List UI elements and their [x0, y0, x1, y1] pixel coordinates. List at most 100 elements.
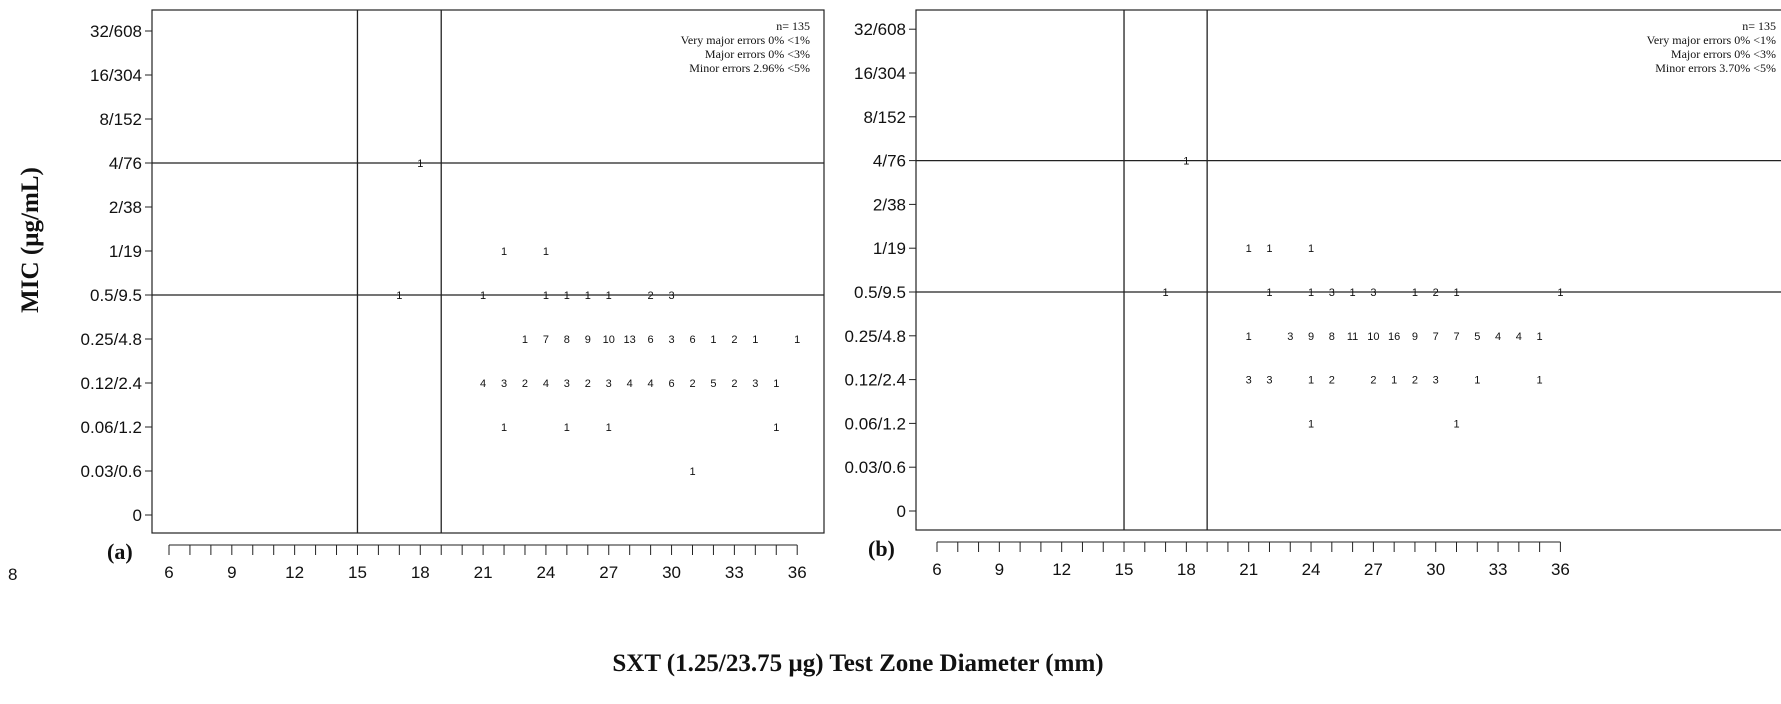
count-point: 1 — [710, 334, 716, 346]
error-stat-line: Major errors 0% <3% — [705, 47, 810, 61]
count-point: 1 — [543, 290, 549, 302]
y-tick-label: 2/38 — [873, 195, 906, 214]
count-point: 1 — [1537, 331, 1543, 343]
count-point: 4 — [543, 378, 549, 390]
x-tick-label: 36 — [1551, 560, 1570, 579]
count-point: 1 — [1308, 375, 1314, 387]
count-point: 13 — [624, 334, 636, 346]
x-tick-label: 33 — [1489, 560, 1508, 579]
count-point: 1 — [1246, 243, 1252, 255]
count-point: 4 — [627, 378, 633, 390]
y-tick-label: 1/19 — [873, 239, 906, 258]
count-point: 2 — [731, 378, 737, 390]
count-point: 1 — [1350, 287, 1356, 299]
count-point: 3 — [1329, 287, 1335, 299]
y-tick-label: 4/76 — [873, 152, 906, 171]
plot-frame — [915, 9, 1781, 531]
count-point: 1 — [480, 290, 486, 302]
count-point: 1 — [1308, 418, 1314, 430]
x-tick-label: 18 — [1177, 560, 1196, 579]
page-marker: 8 — [8, 565, 17, 584]
y-tick-label: 4/76 — [109, 154, 142, 173]
y-tick-label: 16/304 — [90, 66, 142, 85]
count-point: 3 — [606, 378, 612, 390]
y-axis-label: MIC (µg/mL) — [17, 167, 44, 313]
count-point: 1 — [1308, 243, 1314, 255]
count-point: 1 — [1474, 375, 1480, 387]
count-point: 3 — [668, 334, 674, 346]
x-tick-label: 12 — [285, 563, 304, 582]
count-point: 3 — [1433, 375, 1439, 387]
count-point: 1 — [1391, 375, 1397, 387]
count-point: 10 — [603, 334, 615, 346]
count-point: 1 — [606, 422, 612, 434]
count-point: 2 — [1370, 375, 1376, 387]
y-tick-label: 1/19 — [109, 242, 142, 261]
panel-label: (a) — [107, 539, 133, 564]
count-point: 2 — [585, 378, 591, 390]
count-point: 3 — [1287, 331, 1293, 343]
count-point: 1 — [543, 246, 549, 258]
count-point: 4 — [648, 378, 654, 390]
count-point: 11 — [1347, 331, 1358, 343]
count-point: 2 — [1433, 287, 1439, 299]
y-tick-label: 0.03/0.6 — [81, 462, 142, 481]
x-tick-label: 27 — [1364, 560, 1383, 579]
count-point: 4 — [1495, 331, 1501, 343]
error-stat-line: Minor errors 3.70% <5% — [1655, 61, 1776, 75]
count-point: 1 — [417, 158, 423, 170]
count-point: 2 — [1329, 375, 1335, 387]
count-point: 1 — [752, 334, 758, 346]
panel-b: 0 0.03/0.6 0.06/1.2 0.12/2.4 0.25/4.8 0.5/9.5… — [845, 9, 1781, 579]
count-point: 3 — [668, 290, 674, 302]
count-point: 6 — [648, 334, 654, 346]
count-point: 1 — [396, 290, 402, 302]
panel-a: 0 0.03/0.6 0.06/1.2 0.12/2.4 0.25/4.8 0.5/9.5… — [81, 9, 825, 582]
count-point: 5 — [1474, 331, 1480, 343]
count-point: 1 — [1183, 156, 1189, 168]
count-point: 2 — [648, 290, 654, 302]
count-point: 7 — [1433, 331, 1439, 343]
count-point: 9 — [1412, 331, 1418, 343]
count-point: 1 — [1412, 287, 1418, 299]
x-tick-label: 9 — [995, 560, 1004, 579]
x-tick-label: 9 — [227, 563, 236, 582]
count-point: 3 — [1246, 375, 1252, 387]
x-axis-label: SXT (1.25/23.75 µg) Test Zone Diameter (… — [612, 650, 1103, 677]
count-point: 6 — [668, 378, 674, 390]
count-point: 3 — [752, 378, 758, 390]
x-tick-label: 18 — [411, 563, 430, 582]
y-tick-label: 16/304 — [854, 64, 906, 83]
count-point: 7 — [1453, 331, 1459, 343]
count-point: 1 — [1266, 243, 1272, 255]
error-stat-line: Major errors 0% <3% — [1671, 47, 1776, 61]
count-point: 1 — [606, 290, 612, 302]
y-tick-label: 0.25/4.8 — [845, 327, 906, 346]
x-tick-label: 21 — [474, 563, 493, 582]
count-point: 9 — [585, 334, 591, 346]
x-tick-label: 36 — [788, 563, 807, 582]
error-stat-line: Very major errors 0% <1% — [681, 33, 810, 47]
count-point: 1 — [585, 290, 591, 302]
y-tick-label: 8/152 — [99, 110, 142, 129]
count-point: 3 — [1370, 287, 1376, 299]
count-point: 1 — [1557, 287, 1563, 299]
count-point: 16 — [1388, 331, 1400, 343]
count-point: 1 — [1453, 287, 1459, 299]
count-point: 1 — [689, 466, 695, 478]
y-tick-label: 8/152 — [863, 108, 906, 127]
count-point: 2 — [731, 334, 737, 346]
count-point: 3 — [564, 378, 570, 390]
error-stat-line: Very major errors 0% <1% — [1647, 33, 1776, 47]
count-point: 3 — [1266, 375, 1272, 387]
y-tick-label: 32/608 — [854, 20, 906, 39]
plot-frame — [151, 9, 825, 534]
count-point: 7 — [543, 334, 549, 346]
count-point: 2 — [1412, 375, 1418, 387]
error-stat-line: n= 135 — [1742, 19, 1776, 33]
y-tick-label: 0.5/9.5 — [90, 286, 142, 305]
count-point: 3 — [501, 378, 507, 390]
x-tick-label: 27 — [599, 563, 618, 582]
count-point: 1 — [1308, 287, 1314, 299]
